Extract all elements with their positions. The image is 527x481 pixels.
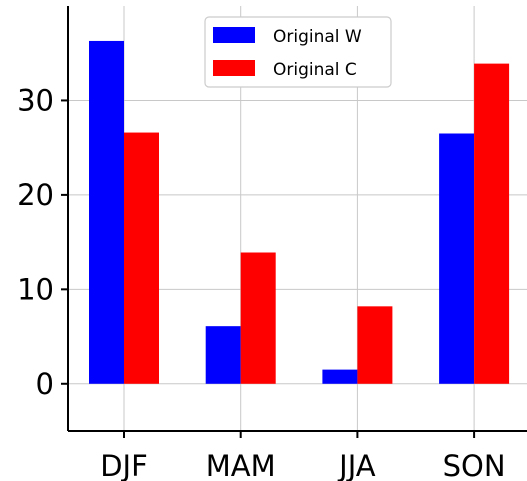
y-tick-label: 30 [17, 83, 54, 117]
legend-swatch-original-c [213, 60, 255, 76]
y-tick-label: 10 [17, 272, 54, 306]
y-ticks: 0 10 20 30 [17, 83, 68, 401]
bar-original-c-jja [357, 306, 393, 384]
bar-original-w-jja [322, 369, 358, 384]
bars-group [89, 40, 510, 384]
bar-original-c-djf [124, 132, 159, 384]
x-tick-label: DJF [100, 449, 148, 481]
bar-original-w-mam [205, 326, 241, 384]
y-tick-label: 20 [17, 178, 54, 212]
bar-original-w-son [439, 133, 475, 384]
y-tick-label: 0 [36, 367, 54, 401]
x-tick-label: MAM [206, 449, 276, 481]
legend-label-original-w: Original W [273, 27, 362, 47]
x-tick-label: JJA [337, 449, 376, 481]
legend: Original W Original C [204, 16, 392, 88]
x-tick-label: SON [443, 449, 506, 481]
legend-swatch-original-w [213, 27, 255, 43]
bar-original-w-djf [89, 40, 124, 384]
bar-original-c-mam [240, 252, 276, 384]
bar-original-c-son [474, 63, 510, 384]
legend-label-original-c: Original C [273, 60, 357, 80]
x-ticks: DJF MAM JJA SON [100, 431, 506, 481]
